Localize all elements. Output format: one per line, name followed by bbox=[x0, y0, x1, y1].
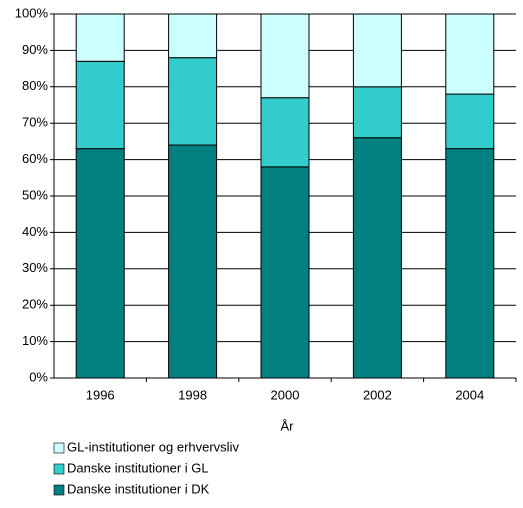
bar-segment bbox=[260, 166, 310, 379]
x-tick-label: 1996 bbox=[86, 387, 115, 402]
legend-label: Danske institutioner i DK bbox=[67, 481, 210, 496]
legend-label: GL-institutioner og erhvervsliv bbox=[67, 439, 239, 454]
legend-swatch bbox=[53, 484, 65, 496]
bar-segment bbox=[75, 60, 125, 150]
legend-label: Danske institutioner i GL bbox=[67, 460, 209, 475]
bar-segment bbox=[260, 97, 310, 168]
y-tick-label: 100% bbox=[15, 5, 49, 20]
bar-segment bbox=[445, 13, 495, 95]
y-tick-label: 10% bbox=[22, 333, 48, 348]
bar-segment bbox=[352, 137, 402, 379]
y-tick-label: 20% bbox=[22, 297, 48, 312]
y-tick-label: 70% bbox=[22, 115, 48, 130]
y-tick-label: 0% bbox=[29, 369, 48, 384]
x-tick-label: 2004 bbox=[455, 387, 484, 402]
bar-segment bbox=[352, 13, 402, 88]
y-tick-label: 50% bbox=[22, 187, 48, 202]
bar-segment bbox=[352, 86, 402, 139]
bar-segment bbox=[168, 13, 218, 59]
bar-segment bbox=[260, 13, 310, 99]
bar-segment bbox=[445, 148, 495, 379]
y-tick-label: 40% bbox=[22, 224, 48, 239]
bar-segment bbox=[168, 57, 218, 146]
y-tick-label: 80% bbox=[22, 78, 48, 93]
bar-segment bbox=[75, 148, 125, 379]
bar-segment bbox=[445, 93, 495, 150]
y-tick-label: 30% bbox=[22, 260, 48, 275]
y-tick-label: 60% bbox=[22, 151, 48, 166]
x-tick-label: 2002 bbox=[363, 387, 392, 402]
x-axis-title: År bbox=[281, 418, 295, 433]
y-tick-label: 90% bbox=[22, 42, 48, 57]
bar-segment bbox=[75, 13, 125, 62]
bar-segment bbox=[168, 144, 218, 379]
legend-swatch bbox=[53, 463, 65, 475]
x-tick-label: 1998 bbox=[178, 387, 207, 402]
x-tick-label: 2000 bbox=[271, 387, 300, 402]
legend-swatch bbox=[53, 442, 65, 454]
